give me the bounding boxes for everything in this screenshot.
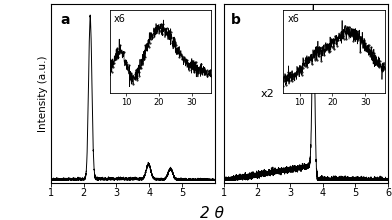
Text: 2 θ: 2 θ [200, 206, 224, 220]
Text: a: a [61, 13, 70, 27]
Text: x2: x2 [260, 89, 274, 99]
Text: b: b [231, 13, 241, 27]
Y-axis label: Intensity (a.u.): Intensity (a.u.) [38, 55, 48, 132]
